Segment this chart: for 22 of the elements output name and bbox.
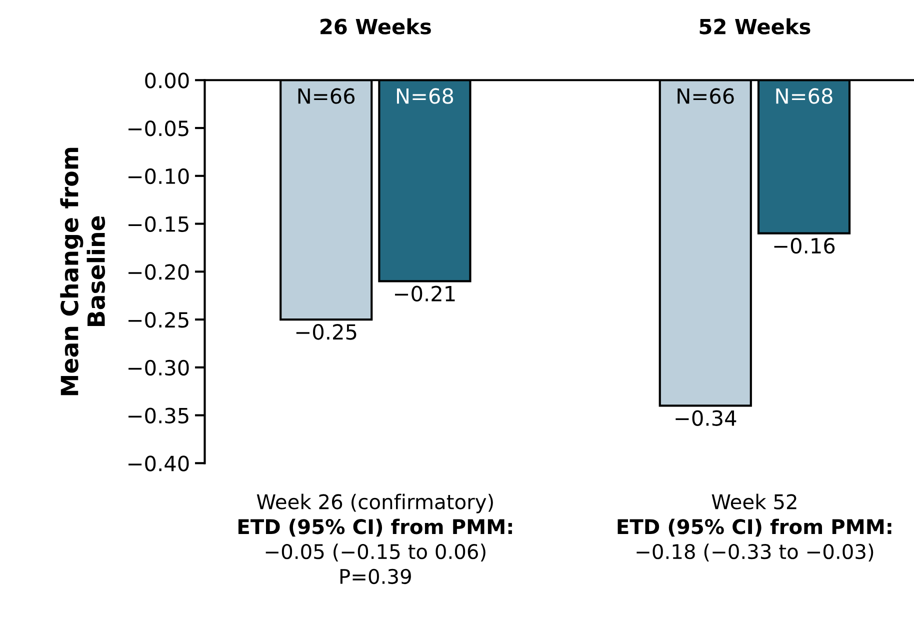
y-tick-label: −0.05 [128,120,188,136]
data-label: −0.16 [774,238,835,254]
data-label: −0.34 [676,410,736,426]
y-tick-label: −0.25 [128,312,188,328]
x-tick-label: 52 Weeks [700,18,810,34]
y-tick-label: −0.30 [128,360,189,376]
y-tick-label: −0.40 [128,456,189,472]
annotation: N=68 [396,88,454,104]
x-tick-label: 26 Weeks [320,18,431,34]
text: Week 52 ETD (95% CI) from PMM: −0.18 (−0.33 to −0.03) [618,494,892,562]
y-axis-title: Mean Change from Baseline [60,148,106,396]
y-tick-label: −0.10 [128,168,189,184]
annotation: N=66 [298,88,355,104]
y-tick-label: −0.35 [128,408,188,424]
y-tick-label: −0.20 [128,264,189,280]
data-label: −0.25 [296,324,356,340]
annotation: N=66 [678,88,734,104]
annotation: N=68 [776,88,832,104]
data-label: −0.21 [395,286,455,302]
text: Week 26 (confirmatory) ETD (95% CI) from PMM: −0.05 (−0.15 to 0.06) P=0.39 [238,494,512,584]
y-tick-label: −0.15 [128,216,188,232]
y-tick-label: 0.00 [145,72,189,88]
